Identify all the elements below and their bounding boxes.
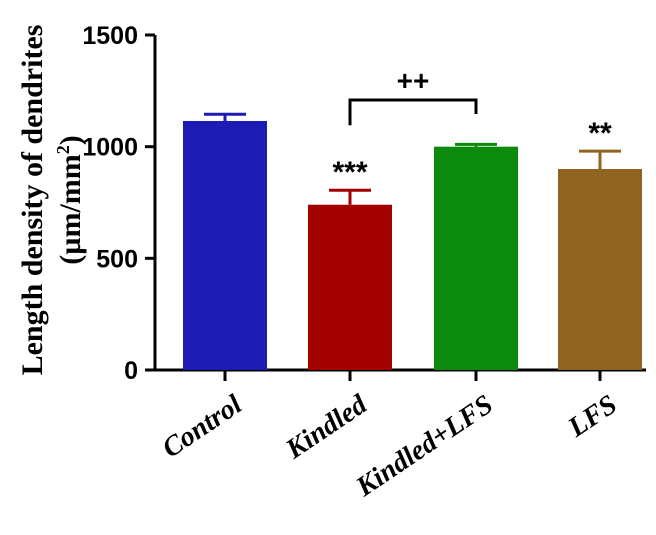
significance-label: ***	[332, 156, 367, 189]
significance-label: **	[588, 117, 612, 150]
y-axis-title-superscript: 2	[53, 145, 73, 154]
significance-group: *****++	[332, 65, 612, 189]
y-tick-label: 500	[96, 245, 138, 273]
bracket-label: ++	[397, 65, 430, 96]
bar-kindled-lfs	[434, 146, 518, 370]
svg-text:Length density of dendrites: Length density of dendrites	[16, 25, 49, 376]
y-axis-title: Length density of dendrites (µm/mm2)	[16, 25, 87, 376]
bar-lfs	[558, 169, 642, 370]
comparison-bracket	[348, 98, 478, 126]
y-tick-label: 0	[124, 357, 138, 385]
y-axis-title-line1: Length density of dendrites	[16, 25, 49, 376]
y-axis-title-suffix: )	[54, 135, 87, 145]
error-bars-group	[204, 112, 621, 205]
bar-kindled	[308, 204, 392, 370]
y-tick-label: 1500	[82, 22, 138, 50]
x-tick-label: Kindled+LFS	[350, 389, 499, 503]
bar-control	[183, 120, 267, 370]
svg-text:(µm/mm2): (µm/mm2)	[53, 135, 87, 265]
x-tick-label: Kindled	[280, 388, 374, 465]
y-axis-title-line2: (µm/mm	[54, 154, 87, 265]
bars-group	[183, 120, 642, 370]
y-tick-label: 1000	[82, 134, 138, 162]
x-tick-label: Control	[157, 389, 248, 464]
x-axis	[154, 368, 646, 381]
y-axis: 0 500 1000 1500	[82, 22, 157, 385]
x-tick-label: LFS	[562, 389, 623, 444]
